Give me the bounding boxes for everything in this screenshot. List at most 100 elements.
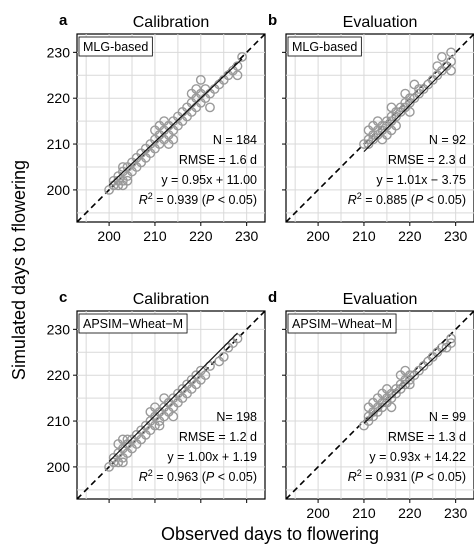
data-point xyxy=(437,342,447,353)
x-tick-label: 220 xyxy=(189,228,213,244)
data-point xyxy=(363,402,374,413)
stat-p-value: < 0.05) xyxy=(423,470,466,484)
panel-a: 200 210 220 230 200 210 220 230 MLG-based N = 184… xyxy=(47,12,266,244)
y-tick-label: 220 xyxy=(47,90,71,106)
panel-c: 200 210 220 230 APSIM−Wheat−M N= 198 RMSE = 1.… xyxy=(47,289,266,503)
stat-r2-symbol: R xyxy=(139,470,148,484)
stat-p-value: < 0.05) xyxy=(214,193,257,207)
data-point xyxy=(232,70,243,81)
stat-equation: y = 0.93x + 14.22 xyxy=(369,450,466,464)
stat-equation: y = 1.00x + 1.19 xyxy=(167,450,257,464)
x-tick-label: 230 xyxy=(235,228,259,244)
stat-n: N = 184 xyxy=(213,133,257,147)
stat-equation: y = 0.95x + 11.00 xyxy=(161,173,257,187)
model-label-box xyxy=(78,36,153,57)
y-tick-label: 230 xyxy=(47,321,71,337)
data-point xyxy=(363,125,374,136)
data-point xyxy=(386,402,397,413)
model-label-box xyxy=(287,313,397,334)
one-to-one-line xyxy=(77,311,265,499)
x-tick-label: 220 xyxy=(398,228,422,244)
stat-r2: R2 = 0.963 (P < 0.05) xyxy=(139,468,257,484)
stat-r2-value: = 0.939 ( xyxy=(153,193,207,207)
y-tick-label: 200 xyxy=(47,182,71,198)
stat-r2-value: = 0.885 ( xyxy=(362,193,416,207)
model-label: APSIM−Wheat−M xyxy=(292,317,392,331)
stat-rmse: RMSE = 1.3 d xyxy=(388,430,466,444)
data-point xyxy=(117,457,128,468)
x-tick-label: 230 xyxy=(444,228,468,244)
data-point xyxy=(437,52,447,62)
stat-r2-exponent: 2 xyxy=(357,191,362,201)
stat-rmse: RMSE = 1.6 d xyxy=(179,153,257,167)
data-point xyxy=(200,370,211,381)
model-label: MLG-based xyxy=(83,40,148,54)
stat-p-symbol: P xyxy=(206,470,215,484)
regression-line xyxy=(108,58,243,186)
y-axis-title: Simulated days to flowering xyxy=(9,160,29,380)
data-point xyxy=(122,175,133,186)
x-tick-label: 230 xyxy=(444,505,468,521)
panel-title: Calibration xyxy=(133,291,209,308)
x-tick-label: 200 xyxy=(306,228,330,244)
y-tick-label: 220 xyxy=(47,367,71,383)
data-point xyxy=(446,47,456,58)
data-point xyxy=(400,365,411,376)
stat-rmse: RMSE = 2.3 d xyxy=(388,153,466,167)
x-tick-label: 210 xyxy=(143,228,167,244)
stat-r2: R2 = 0.885 (P < 0.05) xyxy=(348,191,466,207)
x-tick-label: 210 xyxy=(352,228,376,244)
y-tick-label: 210 xyxy=(47,136,71,152)
stat-p-symbol: P xyxy=(415,193,424,207)
regression-line xyxy=(363,341,452,424)
regression-line xyxy=(108,332,238,462)
y-tick-label: 200 xyxy=(47,459,71,475)
data-point xyxy=(195,74,206,85)
model-label: APSIM−Wheat−M xyxy=(83,317,183,331)
data-point xyxy=(117,162,128,172)
x-axis-title: Observed days to flowering xyxy=(161,524,379,544)
stat-n: N = 99 xyxy=(429,410,466,424)
panel-d: 200 210 220 230 APSIM−Wheat−M N = 99 RMSE = 1.… xyxy=(268,289,474,521)
stat-p-value: < 0.05) xyxy=(423,193,466,207)
stat-p-symbol: P xyxy=(206,193,215,207)
regression-line xyxy=(363,63,452,153)
stat-rmse: RMSE = 1.2 d xyxy=(179,430,257,444)
model-label-box xyxy=(287,36,362,57)
panel-plot-content xyxy=(286,311,474,499)
data-point xyxy=(386,125,397,136)
stat-r2-exponent: 2 xyxy=(148,191,153,201)
data-point xyxy=(372,116,383,127)
data-point xyxy=(205,102,215,113)
x-tick-label: 200 xyxy=(306,505,330,521)
panel-letter: b xyxy=(268,12,277,29)
x-tick-label: 210 xyxy=(352,505,376,521)
data-point xyxy=(404,107,415,117)
data-point xyxy=(168,134,179,145)
panel-plot-content xyxy=(286,34,474,222)
panel-title: Evaluation xyxy=(343,291,418,308)
y-tick-label: 210 xyxy=(47,413,71,429)
data-point xyxy=(377,388,388,399)
panel-title: Evaluation xyxy=(343,14,418,31)
panel-plot-content xyxy=(77,311,265,499)
data-point xyxy=(232,61,243,71)
stat-r2-symbol: R xyxy=(348,193,357,207)
data-point xyxy=(446,338,456,348)
stat-r2-symbol: R xyxy=(348,470,357,484)
data-point xyxy=(159,116,170,127)
data-point xyxy=(386,102,397,113)
panel-title: Calibration xyxy=(133,14,209,31)
panel-letter: a xyxy=(59,12,68,29)
data-point xyxy=(409,79,420,90)
stat-r2-exponent: 2 xyxy=(357,468,362,478)
stat-n: N= 198 xyxy=(216,410,257,424)
y-tick-label: 230 xyxy=(47,44,71,60)
data-point xyxy=(159,393,170,404)
panel-letter: d xyxy=(268,289,277,306)
stat-r2: R2 = 0.931 (P < 0.05) xyxy=(348,468,466,484)
panels-container: 200 210 220 230 200 210 220 230 MLG-based N = 184… xyxy=(47,12,474,521)
data-point xyxy=(218,351,229,362)
stat-n: N = 92 xyxy=(429,133,466,147)
